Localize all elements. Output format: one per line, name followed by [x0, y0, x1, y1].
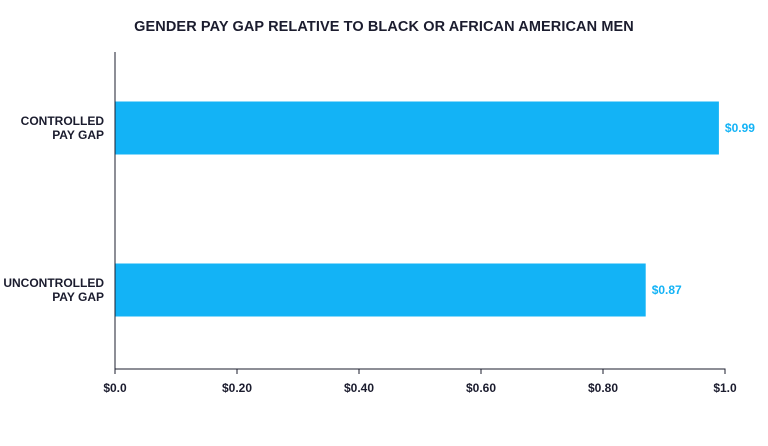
x-tick-label-0: $0.0	[103, 381, 127, 395]
category-label-1-line-0: UNCONTROLLED	[3, 276, 104, 290]
category-label-0-line-1: PAY GAP	[52, 128, 104, 142]
category-label-0-line-0: CONTROLLED	[21, 114, 105, 128]
bar-0	[115, 101, 719, 155]
x-axis: $0.0 $0.20 $0.40 $0.60 $0.80 $1.0	[103, 52, 737, 395]
data-label-1: $0.87	[652, 283, 682, 297]
category-label-1-line-1: PAY GAP	[52, 290, 104, 304]
x-tick-label-4: $0.80	[588, 381, 618, 395]
bar-1	[115, 263, 646, 317]
bars-layer	[115, 101, 719, 317]
x-tick-label-1: $0.20	[222, 381, 252, 395]
data-label-0: $0.99	[725, 121, 755, 135]
x-tick-label-3: $0.60	[466, 381, 496, 395]
x-tick-label-2: $0.40	[344, 381, 374, 395]
x-tick-label-5: $1.0	[713, 381, 737, 395]
chart-title: GENDER PAY GAP RELATIVE TO BLACK OR AFRI…	[134, 19, 634, 35]
